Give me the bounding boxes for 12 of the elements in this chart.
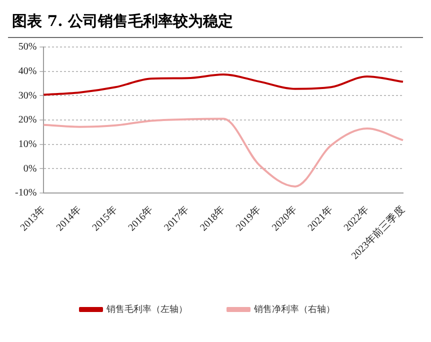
y-tick-label: 40%	[18, 66, 37, 77]
y-tick-label: 50%	[18, 42, 37, 53]
chart-title: 图表 7. 公司销售毛利率较为稳定	[8, 8, 423, 38]
line-series	[42, 74, 404, 96]
y-tick-label: 30%	[18, 90, 37, 102]
legend-label: 销售净利率（右轴）	[253, 304, 335, 314]
legend-label: 销售毛利率（左轴）	[106, 304, 188, 314]
line-series	[42, 118, 404, 188]
y-tick-label: -10%	[14, 188, 37, 199]
y-tick-label: 0%	[23, 163, 37, 174]
y-tick-label: 10%	[18, 138, 37, 150]
y-tick-label: 20%	[18, 114, 37, 126]
